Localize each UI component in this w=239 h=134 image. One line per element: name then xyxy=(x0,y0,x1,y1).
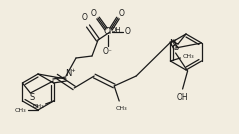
Text: O: O xyxy=(91,8,97,18)
Text: CH₃: CH₃ xyxy=(115,107,127,111)
Text: OH: OH xyxy=(177,92,188,101)
Text: S: S xyxy=(30,92,35,101)
Text: O⁻: O⁻ xyxy=(103,47,113,57)
Text: N: N xyxy=(169,38,176,47)
Text: CH₃: CH₃ xyxy=(183,53,194,59)
Text: Cl: Cl xyxy=(104,27,112,36)
Text: O: O xyxy=(82,14,88,23)
Text: OH: OH xyxy=(111,27,121,33)
Text: CH₃: CH₃ xyxy=(14,107,26,113)
Text: O: O xyxy=(119,8,125,18)
Text: O: O xyxy=(125,27,131,36)
Text: +: + xyxy=(71,68,75,72)
Text: CH₃: CH₃ xyxy=(33,103,44,109)
Text: S: S xyxy=(173,44,179,53)
Text: N: N xyxy=(65,70,71,79)
